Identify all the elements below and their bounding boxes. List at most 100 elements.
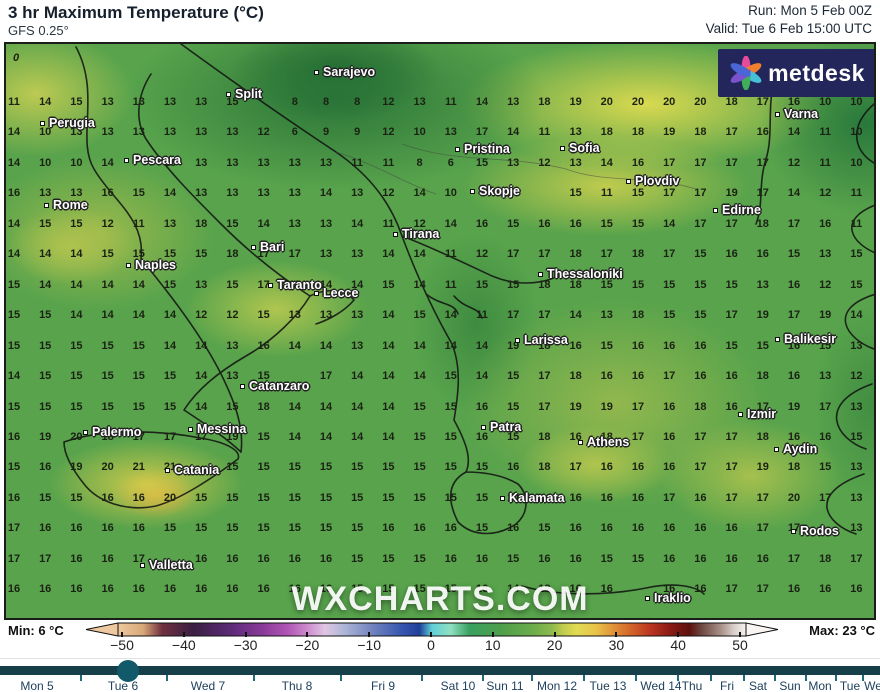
temp-value: 18 [226,248,239,261]
timeline-tick [252,675,255,681]
temp-value: 15 [569,187,582,200]
city-dot-icon [314,69,319,75]
temp-value: 17 [288,248,301,261]
temp-value: 13 [319,217,333,230]
temp-value: 13 [132,96,145,108]
timeline-day-label[interactable]: Fri 9 [371,679,395,692]
temp-value: 18 [787,461,801,474]
timeline-tick [742,675,745,681]
temp-value: 16 [694,552,707,565]
timeline-slider-handle[interactable] [117,659,139,682]
temp-value: 19 [569,96,582,108]
temp-value: 15 [351,552,364,565]
temp-value: 6 [291,126,298,139]
temp-value: 16 [787,278,801,291]
temp-value: 16 [39,522,52,535]
scale-tick-label: 50 [732,637,748,653]
city-label: Plovdiv [626,174,679,188]
temp-value: 14 [70,248,83,261]
scale-tick-label: −10 [357,637,382,653]
timeline-day-label[interactable]: Sun [779,679,801,692]
timeline-day-label[interactable]: Thu [681,679,703,692]
temp-value: 17 [257,248,270,261]
temp-value: 8 [322,96,330,108]
temp-value: 17 [725,491,738,504]
temp-value: 15 [226,278,239,291]
temp-value: 15 [288,461,301,474]
temp-value: 14 [444,309,457,322]
timeline-day-label[interactable]: Tue [839,679,861,692]
timeline-track[interactable] [0,666,880,675]
timeline-day-label[interactable]: Thu 8 [281,679,313,692]
temp-value: 15 [288,278,301,291]
temp-value: 19 [663,126,676,139]
temp-value: 17 [694,156,707,169]
temp-value: 15 [132,187,145,200]
temp-value: 14 [382,400,395,413]
temp-value: 14 [7,370,21,383]
timeline-day-label[interactable]: We [864,679,880,692]
temp-value: 15 [382,583,395,596]
temp-value: 15 [70,339,83,352]
temp-value: 15 [600,278,613,291]
temp-value: 16 [725,370,738,383]
temp-value: 13 [850,339,863,352]
temp-value: 15 [413,430,426,443]
temp-value: 13 [195,187,208,200]
temp-value: 15 [319,491,333,504]
temp-value: 15 [850,278,863,291]
temp-value: 16 [257,552,270,565]
timeline-day-label[interactable]: Wed 14 [640,679,682,692]
temp-value: 15 [39,370,52,383]
temp-value: 15 [351,461,364,474]
timeline-day-label[interactable]: Sat 10 [440,679,476,692]
temp-value: 10 [39,156,52,169]
temp-value: 17 [756,156,769,169]
timeline-day-label[interactable]: Mon [808,679,832,692]
temp-value: 15 [538,522,551,535]
temp-value: 18 [600,126,613,139]
timeline-day-label[interactable]: Mon 12 [536,679,578,692]
temp-value: 17 [787,309,801,322]
city-label: Larissa [515,333,568,347]
city-name: Sofia [569,141,600,155]
wxcharts-watermark: WXCHARTS.COM [291,580,589,618]
temp-value: 9 [354,126,361,139]
temp-value: 17 [7,552,21,565]
timeline-day-label[interactable]: Tue 6 [107,679,139,692]
temp-value: 16 [257,339,270,352]
temp-value: 13 [850,400,863,413]
temp-value: 13 [163,156,177,169]
temp-value: 15 [195,522,208,535]
city-dot-icon [500,495,505,501]
timeline-day-label[interactable]: Sat [748,679,768,692]
city-dot-icon [626,178,631,184]
temp-value: 16 [850,583,863,596]
temp-value: 15 [70,370,83,383]
timeline-day-label[interactable]: Sun 11 [486,679,524,692]
temp-value: 16 [663,522,676,535]
timeline-day-label[interactable]: Tue 13 [589,679,627,692]
temp-value: 15 [756,339,769,352]
temp-value: 15 [351,522,364,535]
temp-value: 16 [475,217,489,230]
temp-value: 17 [725,461,738,474]
temp-value: 18 [600,430,613,443]
temp-value: 14 [413,187,426,200]
temp-value: 14 [382,309,395,322]
temp-value: 14 [413,248,426,261]
timeline-day-label[interactable]: Fri [720,679,734,692]
temp-value: 16 [663,583,676,596]
timeline-day-label[interactable]: Wed 7 [190,679,226,692]
temp-value: 17 [663,248,676,261]
temp-value: 15 [163,400,177,413]
city-name: Bari [260,240,285,254]
color-scale-bar [85,622,779,637]
temp-value: 18 [538,461,551,474]
temp-value: 13 [70,126,83,139]
scale-tick-label: −40 [171,637,196,653]
temp-value: 14 [101,278,114,291]
temp-value: 18 [257,400,270,413]
temp-value: 14 [351,217,364,230]
timeline-day-label[interactable]: Mon 5 [20,679,54,692]
